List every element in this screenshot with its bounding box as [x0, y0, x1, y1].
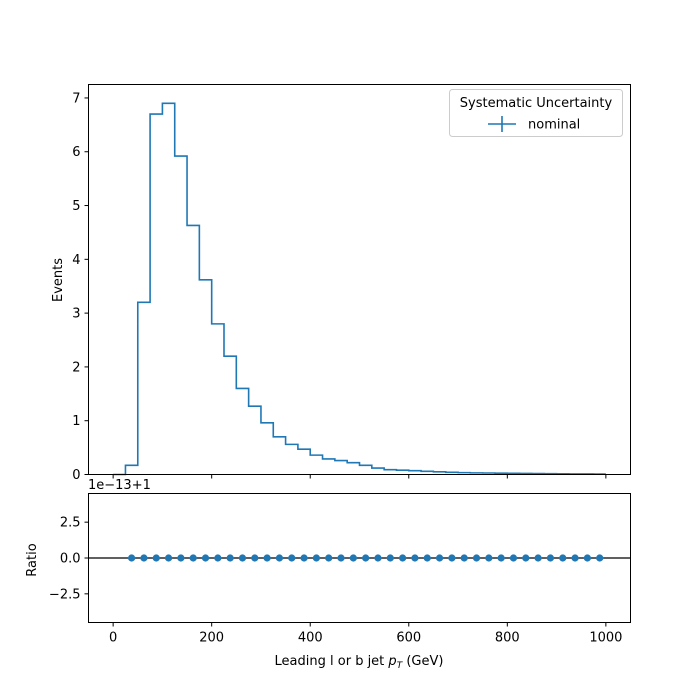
ratio-x-tick-label: 200 [199, 631, 224, 646]
ratio-point [362, 554, 370, 562]
x-axis-label-unit: (GeV) [402, 654, 443, 669]
ratio-point [349, 554, 357, 562]
ratio-point [251, 554, 259, 562]
ratio-x-tick-label: 400 [298, 631, 323, 646]
ratio-point [435, 554, 444, 562]
ratio-point [497, 554, 505, 562]
ratio-point [189, 554, 197, 562]
main-y-tick-label: 2 [72, 360, 80, 375]
ratio-point [522, 554, 530, 562]
ratio-axes-frame [88, 493, 631, 623]
ratio-point [509, 554, 518, 562]
main-y-ticks: 0 1 2 3 4 5 6 7 [72, 91, 89, 483]
ratio-point [263, 554, 271, 562]
ratio-point [325, 554, 333, 562]
ratio-point [238, 554, 247, 562]
x-axis-label-p: p [387, 654, 396, 669]
main-histogram-panel: 0 1 2 3 4 5 6 7 Events Systematic Uncertainty n… [51, 84, 631, 483]
ratio-points [128, 554, 604, 562]
ratio-point [571, 554, 579, 562]
main-y-tick-label: 0 [72, 468, 80, 483]
ratio-point [472, 554, 481, 562]
ratio-y-axis-label: Ratio [25, 543, 40, 576]
main-y-tick-label: 6 [72, 145, 80, 160]
ratio-point [583, 554, 591, 562]
ratio-point [448, 554, 456, 562]
ratio-point [596, 554, 604, 562]
main-y-tick-label: 3 [72, 307, 80, 322]
ratio-point [534, 554, 542, 562]
legend-title: Systematic Uncertainty [460, 96, 613, 111]
x-axis-label-text: Leading l or b jet [275, 654, 389, 669]
legend-nominal-label: nominal [528, 118, 580, 133]
ratio-point [300, 554, 308, 562]
ratio-point [177, 554, 185, 562]
ratio-x-tick-label: 1000 [589, 631, 622, 646]
ratio-point [164, 554, 173, 562]
ratio-y-tick-label: −2.5 [49, 587, 81, 602]
main-y-tick-label: 4 [72, 253, 80, 268]
ratio-point [399, 554, 407, 562]
ratio-point [423, 554, 431, 562]
ratio-point [312, 554, 320, 562]
ratio-x-tick-label: 600 [396, 631, 421, 646]
legend: Systematic Uncertainty nominal [449, 89, 623, 137]
ratio-point [386, 554, 394, 562]
ratio-y-tick-label: 0.0 [60, 552, 81, 567]
ratio-point [128, 554, 136, 562]
ratio-x-ticks: 0 200 400 600 800 1000 [109, 622, 622, 646]
ratio-point [140, 554, 148, 562]
ratio-point [288, 554, 296, 562]
ratio-point [226, 554, 234, 562]
ratio-point [275, 554, 284, 562]
ratio-y-tick-label: 2.5 [60, 516, 81, 531]
ratio-point [201, 554, 210, 562]
ratio-point [411, 554, 419, 562]
x-axis-label: Leading l or b jet pT (GeV) [275, 654, 444, 671]
ratio-point [214, 554, 222, 562]
x-axis-label-subscript: T [397, 661, 404, 671]
ratio-point [460, 554, 468, 562]
ratio-x-tick-label: 800 [495, 631, 520, 646]
ratio-x-tick-label: 0 [109, 631, 117, 646]
ratio-point [559, 554, 567, 562]
ratio-point [546, 554, 555, 562]
ratio-y-ticks: −2.5 0.0 2.5 [49, 516, 89, 602]
main-y-tick-label: 7 [72, 91, 80, 106]
ratio-point [485, 554, 493, 562]
main-y-tick-label: 1 [72, 414, 80, 429]
ratio-point [374, 554, 382, 562]
main-axes-frame [88, 84, 631, 475]
histogram-step-line [113, 102, 606, 476]
ratio-panel: 0 200 400 600 800 1000 −2.5 0.0 2.5 1e−13+1 Rat… [25, 478, 631, 671]
main-y-tick-label: 5 [72, 199, 80, 214]
ratio-point [337, 554, 345, 562]
ratio-point [152, 554, 160, 562]
ratio-offset-label: 1e−13+1 [88, 478, 151, 493]
main-y-axis-label: Events [51, 258, 66, 302]
